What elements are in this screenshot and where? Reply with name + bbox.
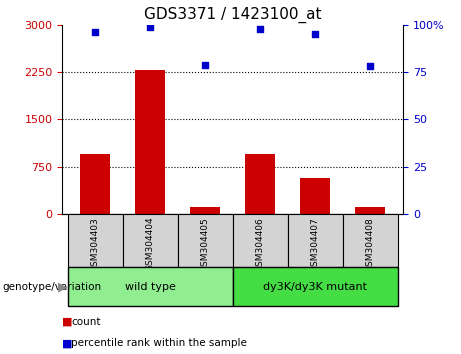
Bar [245, 154, 276, 214]
Text: GSM304404: GSM304404 [146, 217, 155, 272]
Text: GSM304408: GSM304408 [366, 217, 375, 272]
Text: wild type: wild type [125, 282, 176, 292]
Bar [135, 70, 165, 214]
Point [312, 32, 319, 37]
Bar [288, 214, 343, 267]
Bar [80, 154, 110, 214]
Bar [178, 214, 233, 267]
Point [257, 26, 264, 32]
Bar [233, 267, 398, 306]
Bar [343, 214, 398, 267]
Text: percentile rank within the sample: percentile rank within the sample [71, 338, 248, 348]
Text: GSM304403: GSM304403 [91, 217, 100, 272]
Text: GSM304406: GSM304406 [256, 217, 265, 272]
Title: GDS3371 / 1423100_at: GDS3371 / 1423100_at [144, 7, 322, 23]
Point [201, 62, 209, 67]
Bar [355, 207, 385, 214]
Bar [68, 214, 123, 267]
Point [92, 29, 99, 35]
Text: count: count [71, 317, 101, 327]
Text: ▶: ▶ [58, 280, 67, 293]
Text: genotype/variation: genotype/variation [2, 282, 101, 292]
Bar [68, 267, 233, 306]
Text: dy3K/dy3K mutant: dy3K/dy3K mutant [263, 282, 367, 292]
Bar [300, 178, 331, 214]
Text: ■: ■ [62, 317, 73, 327]
Bar [233, 214, 288, 267]
Text: GSM304405: GSM304405 [201, 217, 210, 272]
Bar [190, 207, 220, 214]
Point [147, 24, 154, 29]
Text: GSM304407: GSM304407 [311, 217, 320, 272]
Point [366, 64, 374, 69]
Text: ■: ■ [62, 338, 73, 348]
Bar [123, 214, 178, 267]
